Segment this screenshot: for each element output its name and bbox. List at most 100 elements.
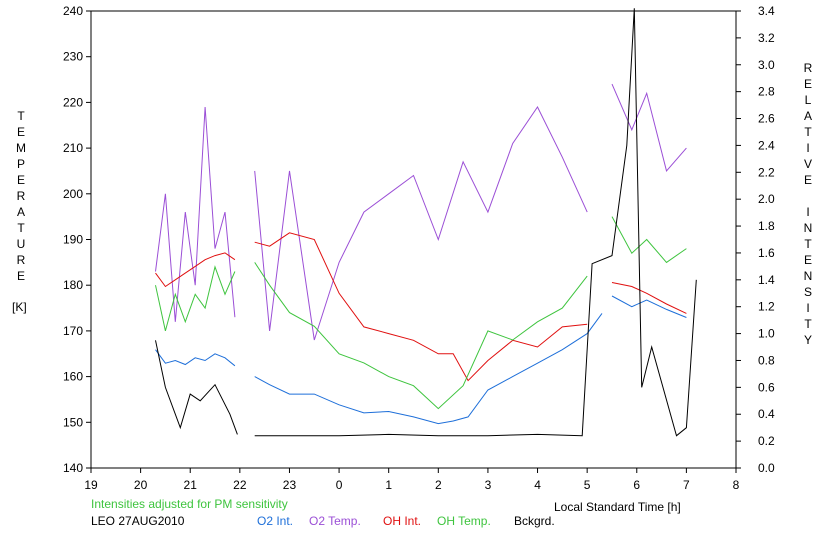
right-tick-label: 2.0 xyxy=(758,192,775,206)
x-tick-label: 22 xyxy=(233,478,247,492)
axis-label-letter: P xyxy=(16,157,25,171)
axis-label-letter: E xyxy=(16,173,25,187)
series-layer xyxy=(155,8,697,437)
axis-label-letter: R xyxy=(803,61,813,75)
right-tick-label: 2.6 xyxy=(758,112,775,126)
left-tick-label: 210 xyxy=(63,141,83,155)
x-tick-label: 21 xyxy=(184,478,198,492)
series-line-o2-temp- xyxy=(155,106,236,322)
left-tick-label: 190 xyxy=(63,233,83,247)
series-line-oh-int- xyxy=(155,252,236,288)
axis-label-letter: A xyxy=(803,109,812,123)
x-tick-label: 1 xyxy=(385,478,392,492)
right-tick-label: 1.8 xyxy=(758,219,775,233)
station-label: LEO 27AUG2010 xyxy=(91,514,185,528)
x-tick-label: 7 xyxy=(683,478,690,492)
right-tick-label: 1.4 xyxy=(758,273,775,287)
left-tick-label: 150 xyxy=(63,415,83,429)
axis-label-letter: T xyxy=(17,221,25,235)
legend-item: Bckgrd. xyxy=(514,514,555,528)
x-tick-label: 8 xyxy=(733,478,740,492)
axis-label-letter: R xyxy=(16,253,26,267)
right-tick-label: 2.2 xyxy=(758,165,775,179)
series-line-oh-temp- xyxy=(155,265,236,332)
axis-ticks: 1401501601701801902002102202302400.00.20… xyxy=(63,4,775,492)
x-tick-label: 0 xyxy=(336,478,343,492)
legend-item: OH Temp. xyxy=(437,514,491,528)
axis-label-letter: E xyxy=(803,253,812,267)
right-tick-label: 3.2 xyxy=(758,31,775,45)
legend-item: OH Int. xyxy=(383,514,422,528)
series-line-oh-temp- xyxy=(611,216,687,264)
left-axis-unit: [K] xyxy=(12,300,27,314)
axis-label-letter: T xyxy=(804,125,812,139)
series-line-o2-temp- xyxy=(611,83,687,172)
series-line-oh-int- xyxy=(254,232,588,382)
right-tick-label: 2.4 xyxy=(758,138,775,152)
x-tick-label: 5 xyxy=(584,478,591,492)
left-tick-label: 230 xyxy=(63,50,83,64)
x-tick-label: 23 xyxy=(283,478,297,492)
series-line-bckgrd- xyxy=(254,8,697,437)
series-line-oh-int- xyxy=(611,282,687,314)
axis-label-letter: N xyxy=(803,221,813,235)
right-tick-label: 0.8 xyxy=(758,353,775,367)
series-line-o2-int- xyxy=(254,313,603,425)
right-tick-label: 1.0 xyxy=(758,327,775,341)
left-tick-label: 140 xyxy=(63,461,83,475)
axis-label-letter: L xyxy=(804,93,812,107)
axis-label-letter: S xyxy=(803,285,812,299)
axis-label-letter: T xyxy=(804,317,812,331)
legend-item: O2 Int. xyxy=(257,514,294,528)
series-line-oh-temp- xyxy=(254,262,588,410)
x-tick-label: 2 xyxy=(435,478,442,492)
axis-label-letter: V xyxy=(803,157,812,171)
x-tick-label: 4 xyxy=(534,478,541,492)
series-line-bckgrd- xyxy=(155,340,238,435)
axis-label-letter: I xyxy=(806,205,810,219)
left-tick-label: 180 xyxy=(63,278,83,292)
x-tick-label: 20 xyxy=(134,478,148,492)
axis-label-letter: E xyxy=(16,269,25,283)
right-tick-label: 1.6 xyxy=(758,246,775,260)
right-tick-label: 2.8 xyxy=(758,85,775,99)
right-tick-label: 0.0 xyxy=(758,461,775,475)
axis-label-letter: T xyxy=(17,109,25,123)
axis-label-letter: A xyxy=(16,205,25,219)
axis-label-letter: I xyxy=(806,141,810,155)
x-axis-label: Local Standard Time [h] xyxy=(554,500,681,514)
left-tick-label: 160 xyxy=(63,370,83,384)
legend-item: O2 Temp. xyxy=(309,514,361,528)
x-tick-label: 3 xyxy=(485,478,492,492)
series-line-o2-int- xyxy=(155,349,236,367)
axis-label-letter: E xyxy=(803,77,812,91)
axis-label-letter: I xyxy=(806,301,810,315)
right-tick-label: 0.6 xyxy=(758,380,775,394)
right-tick-label: 3.4 xyxy=(758,4,775,18)
axis-label-letter: M xyxy=(16,141,26,155)
left-tick-label: 200 xyxy=(63,187,83,201)
right-tick-label: 1.2 xyxy=(758,300,775,314)
axis-label-letter: E xyxy=(16,125,25,139)
x-tick-label: 6 xyxy=(633,478,640,492)
axis-label-letter: N xyxy=(803,269,813,283)
right-tick-label: 0.4 xyxy=(758,407,775,421)
left-tick-label: 220 xyxy=(63,95,83,109)
axis-label-letter: U xyxy=(16,237,26,251)
x-tick-label: 19 xyxy=(84,478,98,492)
axis-label-letter: T xyxy=(804,237,812,251)
axis-label-letter: R xyxy=(16,189,26,203)
note-label: Intensities adjusted for PM sensitivity xyxy=(91,497,288,511)
right-tick-label: 3.0 xyxy=(758,58,775,72)
series-line-o2-temp- xyxy=(254,106,588,341)
axis-label-letter: E xyxy=(803,173,812,187)
left-tick-label: 170 xyxy=(63,324,83,338)
left-tick-label: 240 xyxy=(63,4,83,18)
axis-label-letter: Y xyxy=(803,333,812,347)
series-line-o2-int- xyxy=(611,295,687,318)
right-tick-label: 0.2 xyxy=(758,434,775,448)
